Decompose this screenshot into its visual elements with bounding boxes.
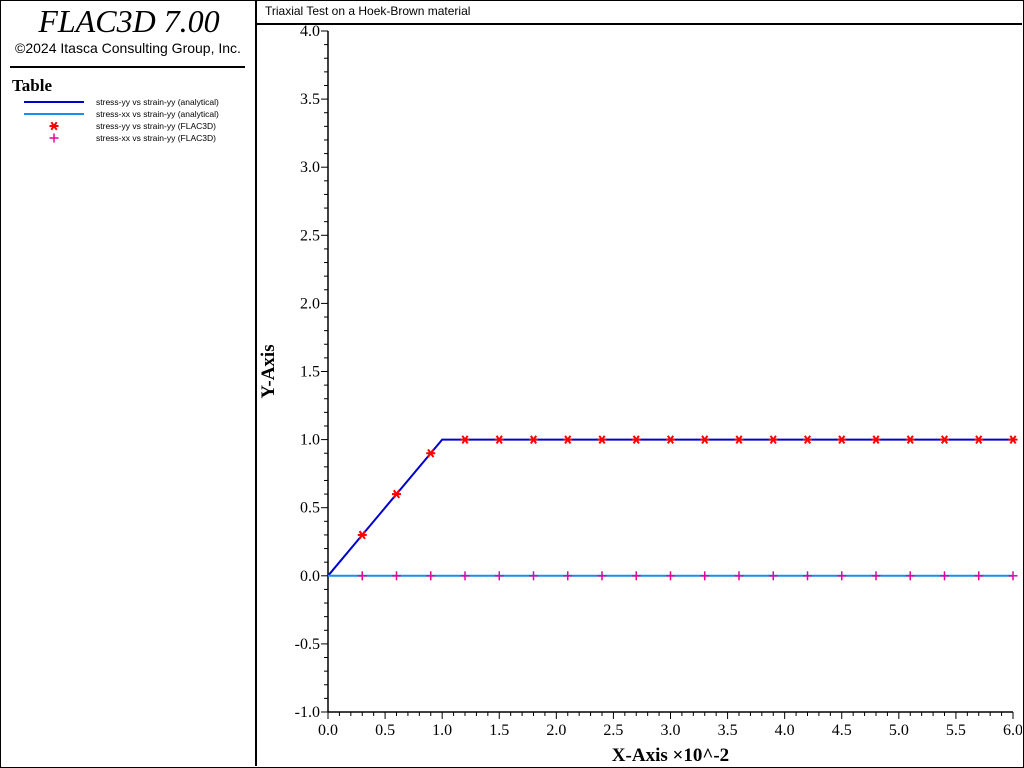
plot-area <box>327 435 1018 581</box>
legend-swatch-0 <box>24 101 84 103</box>
series-3-point <box>1008 571 1018 581</box>
x-tick-label: 2.0 <box>546 722 566 739</box>
sidebar: FLAC3D 7.00 ©2024 Itasca Consulting Grou… <box>0 0 257 766</box>
series-3-point <box>666 571 675 581</box>
series-2-point <box>1008 435 1018 445</box>
series-3-point <box>974 571 984 581</box>
legend-swatch-3 <box>49 133 59 143</box>
series-3-point <box>357 571 367 581</box>
series-3-point <box>392 571 401 581</box>
series-3-point <box>803 571 812 581</box>
legend-item-label: stress-xx vs strain-yy (FLAC3D) <box>96 133 216 143</box>
series-3-point <box>494 571 504 581</box>
sidebar-divider <box>10 66 245 68</box>
legend-item-label: stress-yy vs strain-yy (analytical) <box>96 97 219 107</box>
y-tick-label: 3.0 <box>300 159 320 176</box>
legend: stress-yy vs strain-yy (analytical) stre… <box>22 96 252 144</box>
x-tick-label: 2.5 <box>603 722 623 739</box>
series-3-point <box>426 571 436 581</box>
series-2-point <box>392 489 401 499</box>
legend-item-label: stress-xx vs strain-yy (analytical) <box>96 109 219 119</box>
y-tick-label: 1.5 <box>300 364 320 381</box>
x-tick-label: 1.0 <box>432 722 452 739</box>
x-tick-label: 0.5 <box>375 722 395 739</box>
legend-item-label: stress-yy vs strain-yy (FLAC3D) <box>96 121 216 131</box>
series-3-point <box>597 571 607 581</box>
series-2-point <box>974 435 984 445</box>
legend-swatch-1 <box>24 113 84 115</box>
x-tick-label: 1.5 <box>489 722 509 739</box>
plot-title: Triaxial Test on a Hoek-Brown material <box>265 4 471 18</box>
app-title: FLAC3D 7.00 <box>38 3 220 39</box>
y-tick-label: 2.5 <box>300 227 320 244</box>
legend-swatch-2 <box>49 121 59 131</box>
legend-marker-sample <box>49 133 59 143</box>
series-3-point <box>871 571 881 581</box>
series-2-point <box>357 530 367 540</box>
plot-header: Triaxial Test on a Hoek-Brown material <box>257 0 1022 25</box>
series-3-point <box>631 571 641 581</box>
y-tick-label: 1.0 <box>300 432 320 449</box>
series-3-point <box>837 571 847 581</box>
copyright-notice: ©2024 Itasca Consulting Group, Inc. <box>15 40 241 56</box>
x-axis-label: X-Axis ×10^-2 <box>612 745 729 766</box>
x-tick-label: 5.5 <box>946 722 966 739</box>
series-2-point <box>597 435 607 445</box>
x-tick-label: 0.0 <box>318 722 338 739</box>
series-3-point <box>529 571 538 581</box>
y-tick-label: 2.0 <box>300 295 320 312</box>
chart: 4.03.53.02.52.01.51.00.50.0-0.5-1.00.0 0.… <box>258 25 1022 766</box>
series-2-point <box>837 435 847 445</box>
series-2-point <box>871 435 881 445</box>
y-tick-label: 0.5 <box>300 500 320 517</box>
series-line-0 <box>327 438 1013 577</box>
x-tick-label: 3.0 <box>661 722 681 739</box>
x-tick-label: 4.0 <box>775 722 795 739</box>
series-3-point <box>700 571 710 581</box>
series-2-point <box>734 435 744 445</box>
x-tick-label: 4.5 <box>832 722 852 739</box>
y-tick-label: -0.5 <box>295 636 320 653</box>
series-3-point <box>563 571 573 581</box>
legend-marker-sample <box>49 121 59 131</box>
series-3-point <box>905 571 915 581</box>
series-2-point <box>666 435 675 445</box>
legend-item: stress-xx vs strain-yy (analytical) <box>22 108 252 120</box>
series-2-point <box>563 435 573 445</box>
series-2-point <box>529 435 538 445</box>
series-2-point <box>905 435 915 445</box>
series-2-point <box>700 435 710 445</box>
x-tick-label: 3.5 <box>718 722 738 739</box>
series-3-point <box>460 571 470 581</box>
series-2-point <box>494 435 504 445</box>
series-2-point <box>631 435 641 445</box>
series-3-point <box>940 571 949 581</box>
series-3-point <box>734 571 744 581</box>
y-tick-label: 4.0 <box>300 25 320 40</box>
series-3-point <box>768 571 778 581</box>
legend-item: stress-yy vs strain-yy (FLAC3D) <box>22 120 252 132</box>
x-tick-label: 5.0 <box>889 722 909 739</box>
series-2-point <box>460 435 470 445</box>
legend-item: stress-yy vs strain-yy (analytical) <box>22 96 252 108</box>
series-2-point <box>426 448 436 458</box>
legend-item: stress-xx vs strain-yy (FLAC3D) <box>22 132 252 144</box>
y-tick-label: -1.0 <box>295 704 320 721</box>
series-2-point <box>940 435 949 445</box>
series-2-point <box>768 435 778 445</box>
y-tick-label: 3.5 <box>300 91 320 108</box>
series-2-point <box>803 435 812 445</box>
y-tick-label: 0.0 <box>300 568 320 585</box>
y-axis-label: Y-Axis <box>258 344 279 398</box>
legend-heading: Table <box>12 76 53 95</box>
x-tick-label: 6.0 <box>1003 722 1022 739</box>
